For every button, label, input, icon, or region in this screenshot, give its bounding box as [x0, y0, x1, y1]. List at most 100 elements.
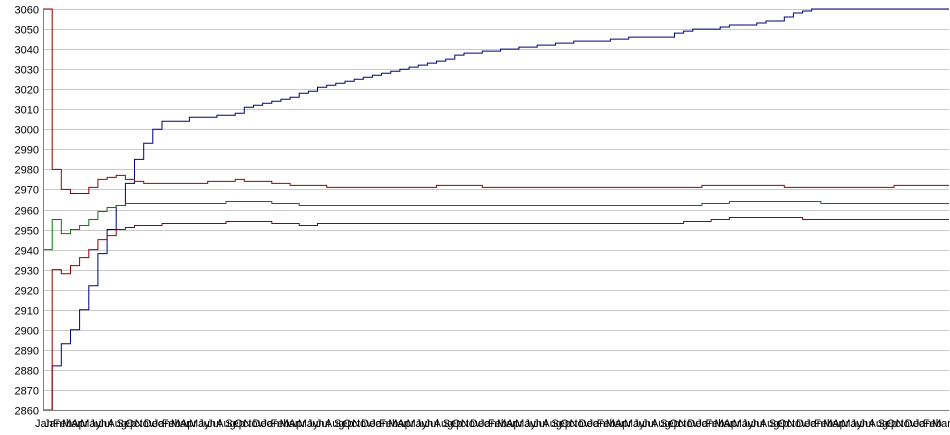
x-tick-label: Apr	[506, 418, 523, 430]
x-tick-label: Feb	[814, 418, 833, 430]
x-tick-label: Dec	[687, 418, 707, 430]
x-tick-label: Apr	[832, 418, 849, 430]
x-tick-label: Jan	[696, 418, 714, 430]
x-tick-label: Jan	[153, 418, 171, 430]
x-tick-label: Mar	[606, 418, 625, 430]
x-tick-label: Jul	[533, 418, 547, 430]
y-tick-label: 2870	[15, 386, 39, 398]
x-tick-label: Apr	[615, 418, 632, 430]
x-tick-label: Oct	[126, 418, 143, 430]
x-tick-label: Jun	[850, 418, 868, 430]
x-tick-label: Sep	[769, 418, 789, 430]
y-tick-label: 2860	[15, 406, 39, 418]
x-tick-label: Jan	[914, 418, 932, 430]
x-tick-label: Aug	[760, 418, 780, 430]
x-tick-label: May	[406, 418, 427, 430]
x-tick-label: Aug	[542, 418, 562, 430]
x-tick-label: Feb	[379, 418, 398, 430]
grid	[43, 9, 949, 411]
x-tick-label: Jul	[642, 418, 656, 430]
x-tick-label: Sep	[443, 418, 463, 430]
x-tick-label: Sep	[225, 418, 245, 430]
x-tick-label: Jun	[742, 418, 760, 430]
x-tick-label: Apr	[71, 418, 88, 430]
x-tick-label: Mar	[171, 418, 190, 430]
y-tick-label: 3050	[15, 25, 39, 37]
x-tick-label: Jun	[416, 418, 434, 430]
x-tick-label: Jun	[89, 418, 107, 430]
x-tick-label: Feb	[162, 418, 181, 430]
x-tick-label: Dec	[905, 418, 925, 430]
y-tick-label: 2980	[15, 165, 39, 177]
x-tick-label: Nov	[243, 418, 263, 430]
x-tick-label: Nov	[352, 418, 372, 430]
x-tick-label: Aug	[651, 418, 671, 430]
x-tick-label: Feb	[271, 418, 290, 430]
x-tick-label: Nov	[570, 418, 590, 430]
series-line-2	[43, 8, 949, 194]
x-tick-label: May	[189, 418, 210, 430]
x-tick-label: Jan	[35, 418, 53, 430]
x-tick-label: Sep	[117, 418, 137, 430]
x-tick-label: Nov	[896, 418, 916, 430]
x-tick-label: May	[624, 418, 645, 430]
y-tick-label: 2940	[15, 246, 39, 258]
y-tick-label: 2920	[15, 286, 39, 298]
series	[43, 8, 949, 411]
x-tick-label: Oct	[234, 418, 251, 430]
x-tick-label: Feb	[488, 418, 507, 430]
x-tick-label: May	[733, 418, 754, 430]
x-tick-label: Jan	[370, 418, 388, 430]
y-tick-label: 2950	[15, 226, 39, 238]
x-tick-label: Nov	[135, 418, 155, 430]
y-tick-label: 2970	[15, 185, 39, 197]
y-tick-label: 3020	[15, 85, 39, 97]
x-tick-label: Feb	[705, 418, 724, 430]
x-tick-label: May	[298, 418, 319, 430]
x-tick-label: Feb	[923, 418, 942, 430]
x-tick-label: Jan	[44, 418, 62, 430]
x-tick-label: Aug	[325, 418, 345, 430]
x-tick-label: Oct	[343, 418, 360, 430]
y-tick-label: 3060	[15, 5, 39, 17]
x-tick-label: Aug	[434, 418, 454, 430]
x-tick-label: Mar	[388, 418, 407, 430]
y-tick-label: 2930	[15, 266, 39, 278]
y-tick-label: 2910	[15, 306, 39, 318]
x-tick-label: Dec	[796, 418, 816, 430]
x-tick-label: Mar	[715, 418, 734, 430]
y-axis-ticks: 2860 2870 2880 2890 2900 2910 2920 2930 2940 2950…	[15, 5, 39, 418]
x-tick-label: Jun	[198, 418, 216, 430]
x-tick-label: Jun	[633, 418, 651, 430]
x-tick-label: Apr	[397, 418, 414, 430]
y-tick-label: 3010	[15, 105, 39, 117]
x-tick-label: Oct	[778, 418, 795, 430]
x-tick-label: Dec	[252, 418, 272, 430]
y-tick-label: 2880	[15, 366, 39, 378]
series-line-1	[43, 8, 949, 411]
x-tick-label: Jan	[805, 418, 823, 430]
x-tick-label: Mar	[497, 418, 516, 430]
x-tick-label: Mar	[823, 418, 842, 430]
x-tick-label: Jul	[859, 418, 873, 430]
x-tick-label: Sep	[878, 418, 898, 430]
series-line-3	[43, 201, 949, 251]
x-tick-label: Sep	[551, 418, 571, 430]
y-tick-label: 3030	[15, 65, 39, 77]
x-tick-label: Jan	[588, 418, 606, 430]
x-tick-label: Apr	[724, 418, 741, 430]
x-tick-label: Jul	[207, 418, 221, 430]
x-tick-label: May	[841, 418, 862, 430]
y-tick-label: 2960	[15, 206, 39, 218]
y-tick-label: 3040	[15, 45, 39, 57]
x-tick-label: Jul	[425, 418, 439, 430]
x-tick-label: Jun	[524, 418, 542, 430]
x-tick-label: Mar	[932, 418, 950, 430]
x-tick-label: May	[515, 418, 536, 430]
x-tick-label: Jul	[751, 418, 765, 430]
x-tick-label: Dec	[144, 418, 164, 430]
x-tick-label: Oct	[887, 418, 904, 430]
x-tick-label: Dec	[579, 418, 599, 430]
series-line-4	[43, 217, 949, 411]
